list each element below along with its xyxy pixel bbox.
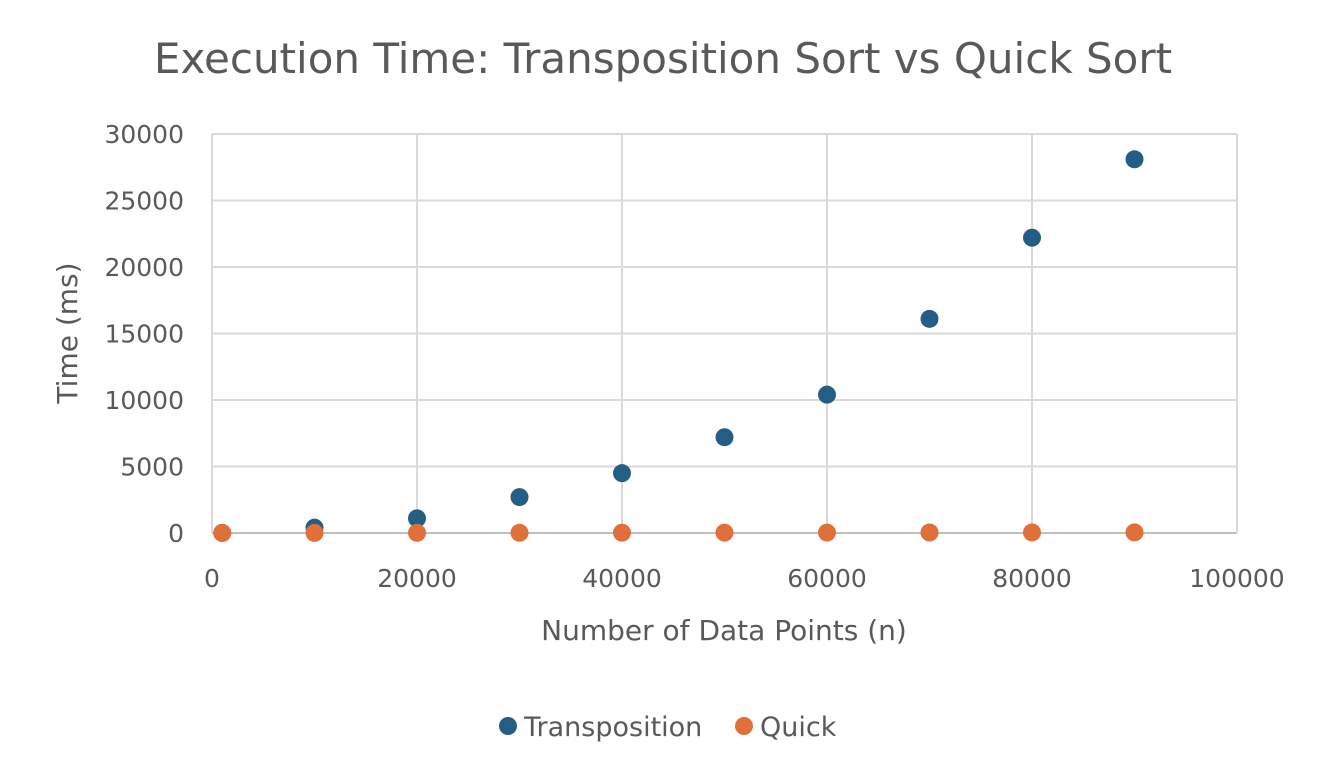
y-tick-label: 25000: [104, 187, 184, 216]
legend: Transposition Quick: [499, 712, 837, 743]
data-point-transposition: [715, 428, 734, 447]
data-point-quick: [613, 523, 631, 542]
data-point-quick: [213, 523, 232, 542]
data-point-transposition: [510, 488, 529, 507]
x-tick-labels: 0 20000 40000 60000 80000 100000: [204, 564, 1285, 593]
data-point-quick: [1125, 523, 1144, 542]
data-point-transposition: [408, 509, 426, 528]
legend-marker-quick: [735, 717, 753, 735]
y-tick-label: 15000: [104, 320, 184, 349]
data-point-quick: [818, 523, 836, 542]
data-point-quick: [715, 523, 734, 542]
data-point-transposition: [920, 309, 939, 328]
x-tick-label: 0: [204, 564, 220, 593]
y-tick-label: 20000: [104, 253, 184, 282]
x-tick-label: 60000: [787, 564, 867, 593]
chart-title: Execution Time: Transposition Sort vs Qu…: [154, 34, 1172, 83]
legend-marker-transposition: [499, 717, 517, 735]
data-point-quick: [510, 523, 529, 542]
data-point-transposition: [613, 464, 631, 483]
data-point-quick: [920, 523, 939, 542]
x-tick-label: 80000: [992, 564, 1072, 593]
data-point-quick: [305, 523, 324, 542]
x-tick-label: 20000: [377, 564, 457, 593]
y-tick-label: 10000: [104, 386, 184, 415]
y-tick-label: 30000: [104, 120, 184, 149]
y-tick-label: 0: [168, 519, 184, 548]
x-tick-label: 40000: [582, 564, 662, 593]
data-point-transposition: [818, 385, 836, 404]
y-axis-label: Time (ms): [51, 262, 84, 404]
x-tick-label: 100000: [1189, 564, 1284, 593]
y-tick-labels: 0 5000 10000 15000 20000 25000 30000: [104, 120, 184, 548]
data-points: [213, 150, 1144, 542]
grid-layer: [211, 133, 1238, 534]
y-tick-label: 5000: [120, 453, 184, 482]
data-point-quick: [1023, 523, 1041, 542]
legend-label-transposition: Transposition: [523, 712, 702, 743]
x-axis-label: Number of Data Points (n): [541, 614, 907, 647]
data-point-transposition: [1125, 150, 1144, 169]
legend-label-quick: Quick: [760, 712, 837, 743]
data-point-quick: [408, 523, 426, 542]
data-point-transposition: [1023, 228, 1041, 247]
